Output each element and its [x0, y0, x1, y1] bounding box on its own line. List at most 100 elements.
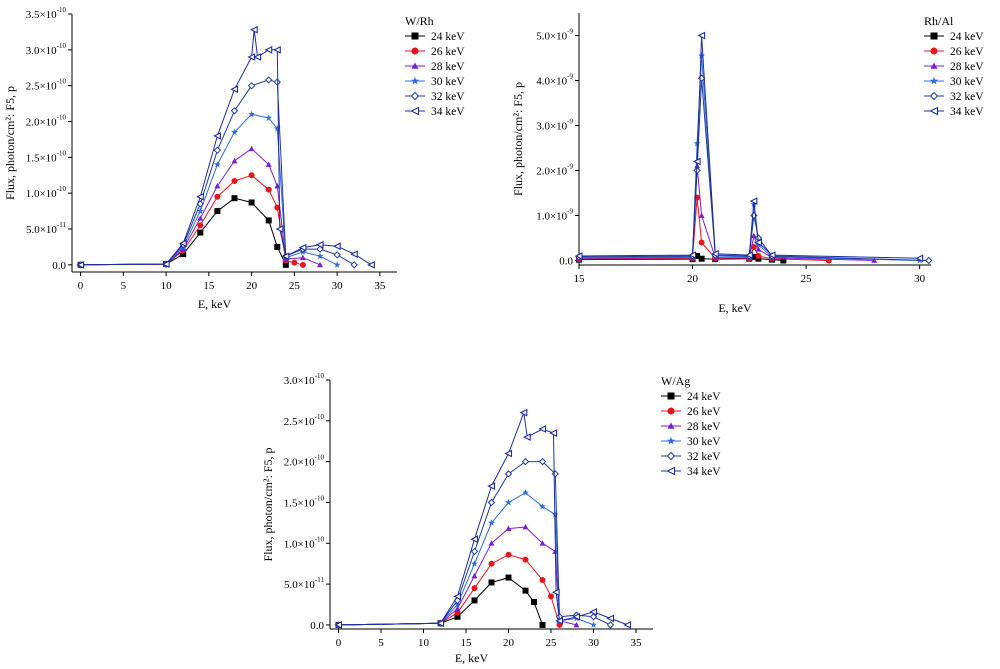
legend-label: 28 keV [687, 421, 721, 433]
x-axis-label: E, keV [718, 301, 752, 315]
series-point [161, 260, 170, 269]
series-point [264, 45, 273, 54]
series-point [411, 32, 419, 40]
x-tick-label: 15 [461, 637, 473, 649]
series-point [698, 255, 705, 262]
series-point [350, 261, 358, 269]
series-point [273, 45, 281, 54]
series-point [589, 613, 598, 621]
series-point [606, 614, 615, 623]
x-axis-label: E, keV [455, 651, 489, 665]
series-point [317, 261, 324, 268]
series-point [519, 408, 528, 417]
series-point [522, 433, 531, 442]
series-point [488, 579, 495, 586]
y-axis-label: Flux, photon/cm²: F5, p [261, 448, 275, 562]
series-point [214, 193, 221, 200]
legend-label: 24 keV [431, 31, 465, 43]
series-point [667, 407, 675, 415]
series-point [623, 621, 632, 629]
series-point [505, 551, 512, 558]
series-point [196, 192, 204, 201]
series-line [338, 577, 543, 626]
x-tick-label: 5 [378, 637, 384, 649]
series-32-keV [76, 76, 358, 269]
chart-panel-1: 0 5 10 15 20 25 30 35 0.0 5.0×10-11 1.0×10-10 1.5×1… [3, 6, 465, 311]
x-axis-label: E, keV [198, 297, 232, 311]
series-point [248, 145, 255, 152]
x-tick-label: 25 [289, 280, 301, 292]
series-line [338, 554, 560, 626]
series-point [453, 592, 462, 601]
y-tick-label: 5.0×10-11 [26, 221, 67, 236]
series-point [231, 157, 238, 164]
series-line [338, 412, 628, 626]
series-point [196, 207, 204, 214]
series-point [273, 125, 281, 132]
legend-label: 30 keV [687, 436, 721, 448]
legend-label: 32 keV [431, 91, 465, 103]
series-point [253, 53, 262, 61]
series-point [178, 239, 187, 248]
series-point [929, 106, 939, 116]
x-tick-label: 15 [203, 280, 215, 292]
y-tick-label: 2.0×10-10 [26, 114, 67, 129]
y-tick-label: 0.0 [559, 256, 573, 268]
series-30-keV [575, 52, 924, 264]
series-line [80, 113, 338, 266]
series-point [539, 621, 546, 628]
series-point [666, 466, 676, 476]
series-point [487, 482, 496, 491]
legend-label: 24 keV [687, 391, 721, 403]
series-point [780, 257, 787, 264]
legend-label: 28 keV [950, 61, 984, 73]
x-tick-label: 30 [332, 280, 344, 292]
series-point [470, 535, 479, 544]
y-tick-label: 0.0 [52, 260, 66, 272]
x-tick-label: 0 [78, 280, 84, 292]
series-point [522, 556, 529, 563]
series-point [488, 540, 495, 546]
x-tick-label: 25 [801, 273, 813, 285]
series-point [471, 560, 478, 567]
series-point [750, 253, 757, 260]
y-tick-label: 1.0×10-9 [536, 208, 573, 223]
series-line [578, 35, 920, 259]
series-point [504, 449, 513, 458]
series-point [213, 160, 221, 168]
y-tick-label: 3.0×10-9 [536, 118, 573, 133]
series-point [471, 572, 478, 579]
series-point [549, 429, 558, 437]
x-tick-label: 10 [418, 637, 430, 649]
series-point [471, 597, 478, 604]
y-tick-label: 2.0×10-9 [536, 163, 573, 178]
x-tick-label: 35 [374, 280, 386, 292]
x-tick-label: 30 [914, 273, 926, 285]
y-axis-label: Flux, photon/cm²: F5, p [3, 86, 17, 200]
x-tick-label: 20 [246, 280, 258, 292]
legend-label: 32 keV [687, 451, 721, 463]
legend-label: 30 keV [950, 76, 984, 88]
series-point [333, 261, 341, 268]
series-point [470, 547, 479, 556]
series-24-keV [77, 195, 289, 268]
series-point [247, 81, 256, 90]
series-point [590, 621, 597, 628]
series-point [572, 612, 581, 621]
series-point [454, 609, 461, 616]
series-point [505, 498, 512, 506]
legend-title: W/Ag [661, 374, 690, 388]
legend-label: 34 keV [687, 466, 721, 478]
series-34-keV [334, 408, 632, 629]
series-point [230, 107, 239, 115]
series-point [248, 199, 255, 206]
series-point [274, 204, 281, 211]
series-line [578, 197, 829, 261]
series-point [755, 246, 762, 252]
series-point [929, 91, 939, 101]
series-point [698, 239, 705, 246]
series-point [298, 243, 307, 252]
series-point [197, 215, 204, 221]
series-point [265, 76, 273, 84]
y-tick-label: 1.5×10-10 [26, 149, 67, 164]
